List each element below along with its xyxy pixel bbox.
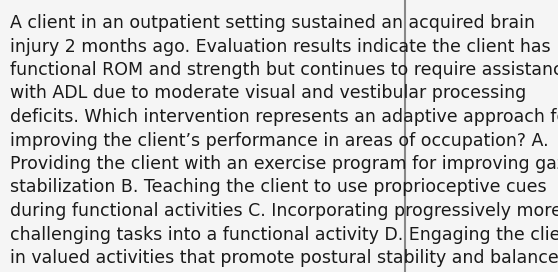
Text: with ADL due to moderate visual and vestibular processing: with ADL due to moderate visual and vest…	[10, 85, 526, 103]
Text: injury 2 months ago. Evaluation results indicate the client has: injury 2 months ago. Evaluation results …	[10, 38, 551, 55]
Text: A client in an outpatient setting sustained an acquired brain: A client in an outpatient setting sustai…	[10, 14, 535, 32]
Text: challenging tasks into a functional activity D. Engaging the client: challenging tasks into a functional acti…	[10, 225, 558, 243]
Text: Providing the client with an exercise program for improving gaze: Providing the client with an exercise pr…	[10, 155, 558, 173]
Text: deficits. Which intervention represents an adaptive approach for: deficits. Which intervention represents …	[10, 108, 558, 126]
Text: in valued activities that promote postural stability and balance: in valued activities that promote postur…	[10, 249, 558, 267]
Text: improving the client’s performance in areas of occupation? A.: improving the client’s performance in ar…	[10, 131, 549, 150]
Text: during functional activities C. Incorporating progressively more: during functional activities C. Incorpor…	[10, 202, 558, 220]
Text: functional ROM and strength but continues to require assistance: functional ROM and strength but continue…	[10, 61, 558, 79]
Text: stabilization B. Teaching the client to use proprioceptive cues: stabilization B. Teaching the client to …	[10, 178, 547, 196]
